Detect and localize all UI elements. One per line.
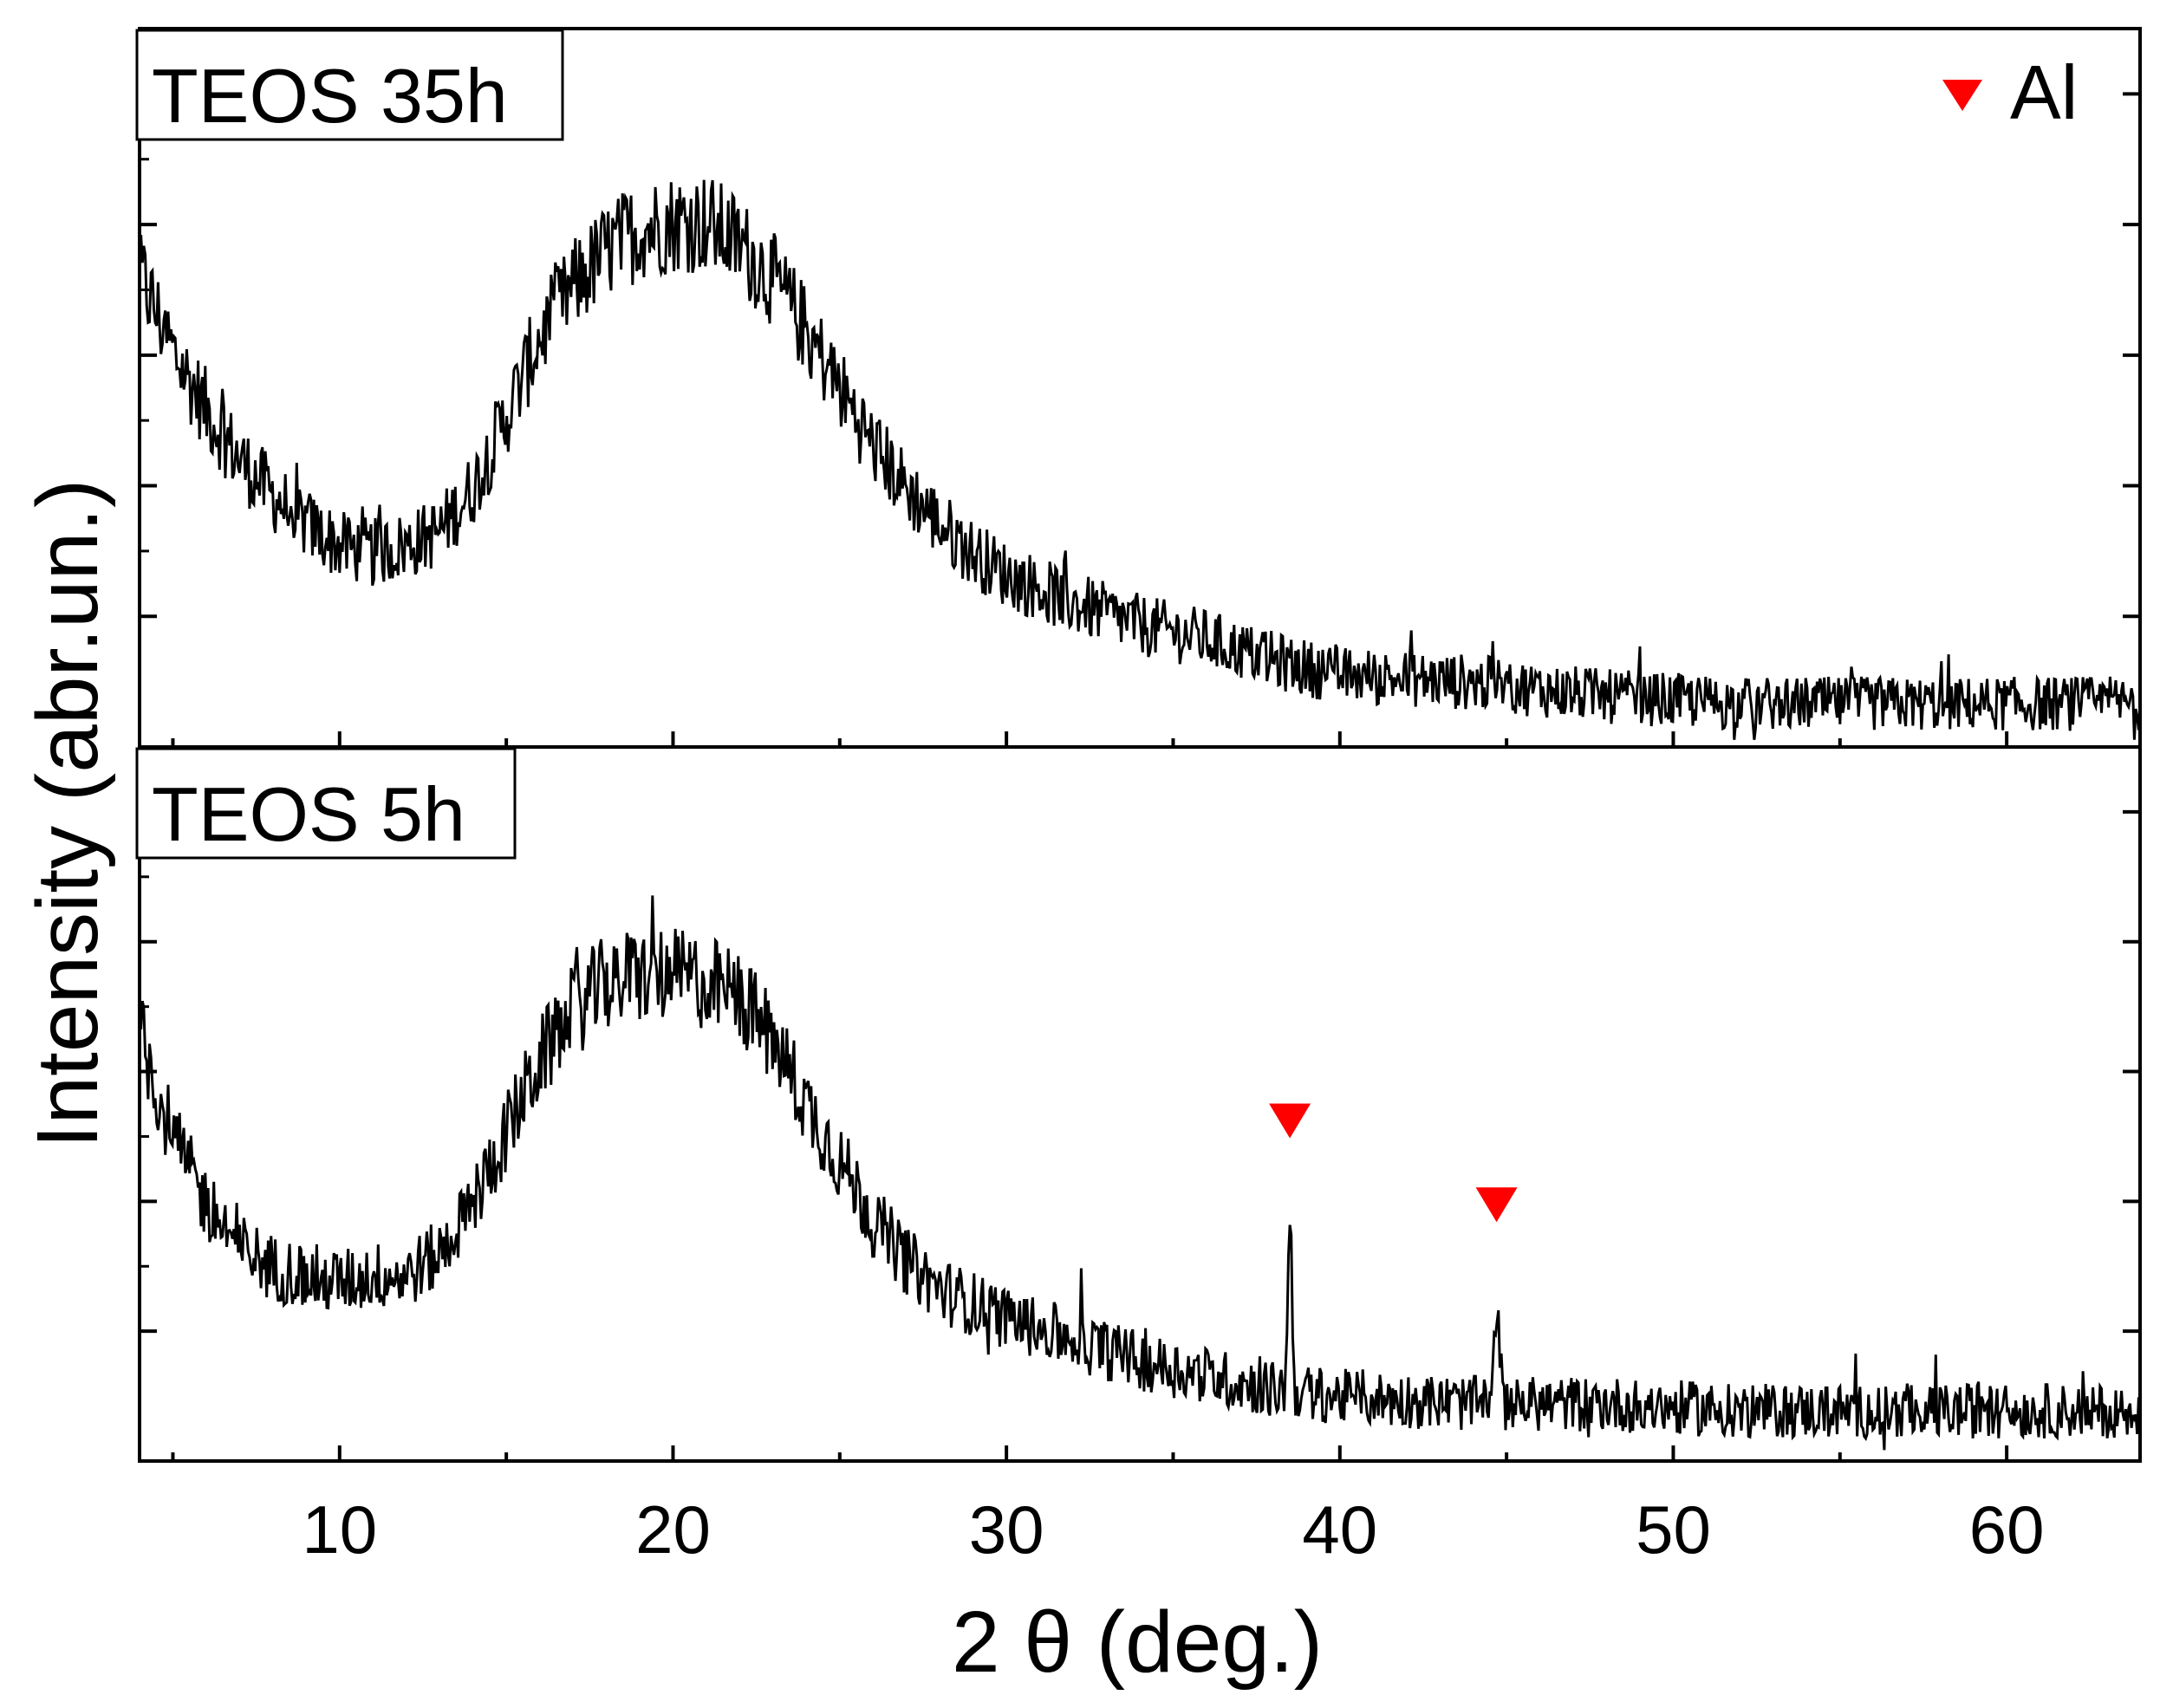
trace-teos-35h — [138, 179, 2142, 740]
legend-marker-down-triangle-icon — [1942, 80, 1982, 111]
frame-bottom — [138, 745, 2142, 1463]
x-axis: 10 20 30 40 50 60 — [171, 731, 2045, 1568]
legend: Al — [1942, 49, 2078, 135]
panel-label-teos-35h: TEOS 35h — [152, 53, 508, 139]
panel-label-teos-5h: TEOS 5h — [152, 771, 465, 857]
y-axis-title: Intensity (abr.un.) — [19, 479, 116, 1149]
al-peak-markers — [1269, 1103, 1518, 1223]
panel-label-box-bottom: TEOS 5h — [135, 747, 517, 860]
al-peak-marker-icon — [1269, 1103, 1311, 1139]
x-axis-title: 2 θ (deg.) — [952, 1594, 1323, 1691]
x-tick-label: 30 — [969, 1491, 1044, 1568]
x-tick-label: 20 — [635, 1491, 711, 1568]
al-peak-marker-icon — [1475, 1187, 1518, 1223]
panel-label-box-top: TEOS 35h — [135, 29, 564, 141]
trace-teos-5h — [138, 895, 2142, 1451]
x-tick-label: 60 — [1969, 1491, 2045, 1568]
x-tick-label: 50 — [1636, 1491, 1711, 1568]
x-tick-label: 10 — [302, 1491, 377, 1568]
legend-label: Al — [2010, 49, 2078, 135]
x-tick-label: 40 — [1302, 1491, 1377, 1568]
panel-teos-5h: TEOS 5h — [135, 745, 2142, 1463]
